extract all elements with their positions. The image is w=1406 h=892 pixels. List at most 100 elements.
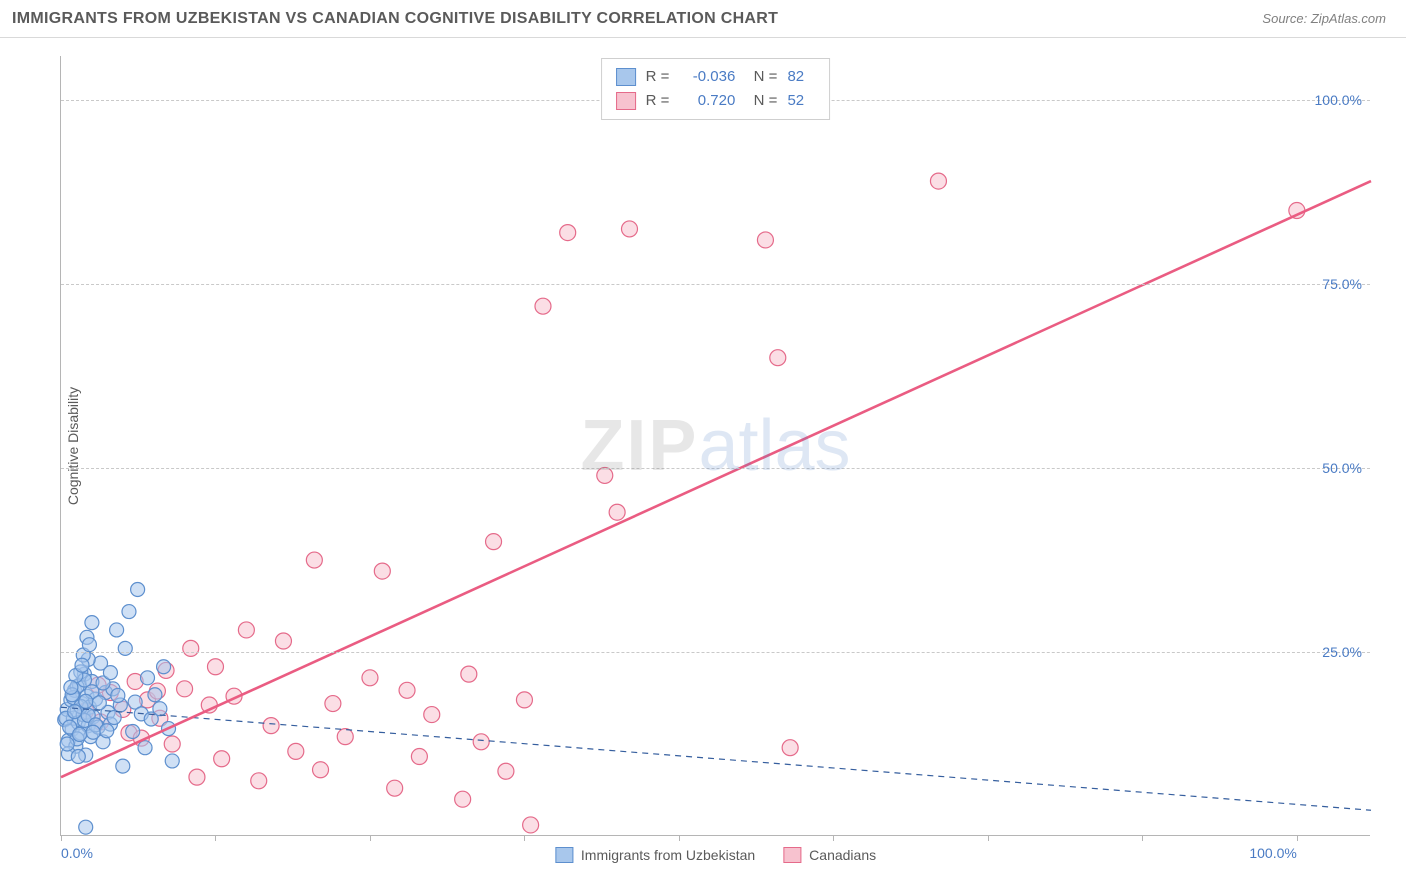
stats-swatch-0 [616, 68, 636, 86]
scatter-point-canadians [263, 718, 279, 734]
scatter-point-uzbekistan [60, 737, 74, 751]
scatter-point-uzbekistan [85, 616, 99, 630]
scatter-point-canadians [473, 734, 489, 750]
scatter-point-canadians [189, 769, 205, 785]
series-legend-item-1: Canadians [783, 847, 876, 863]
x-tick [524, 835, 525, 841]
stats-legend: R = -0.036 N = 82 R = 0.720 N = 52 [601, 58, 831, 120]
scatter-point-uzbekistan [100, 724, 114, 738]
scatter-point-canadians [387, 780, 403, 796]
scatter-point-canadians [621, 221, 637, 237]
chart-source: Source: ZipAtlas.com [1262, 11, 1386, 26]
scatter-point-uzbekistan [148, 688, 162, 702]
series-swatch-1 [783, 847, 801, 863]
series-label-0: Immigrants from Uzbekistan [581, 847, 755, 863]
scatter-point-uzbekistan [165, 754, 179, 768]
scatter-point-canadians [214, 751, 230, 767]
x-tick [833, 835, 834, 841]
x-tick [679, 835, 680, 841]
trend-line-canadians [61, 181, 1371, 777]
scatter-point-canadians [770, 350, 786, 366]
stats-row-0: R = -0.036 N = 82 [616, 65, 816, 89]
stats-swatch-1 [616, 92, 636, 110]
scatter-point-uzbekistan [138, 741, 152, 755]
plot-area: ZIPatlas R = -0.036 N = 82 R = 0.720 N =… [60, 56, 1370, 836]
scatter-point-uzbekistan [141, 671, 155, 685]
scatter-point-canadians [523, 817, 539, 833]
scatter-point-canadians [164, 736, 180, 752]
scatter-point-canadians [313, 762, 329, 778]
scatter-point-uzbekistan [86, 725, 100, 739]
x-tick [988, 835, 989, 841]
x-tick [370, 835, 371, 841]
series-legend: Immigrants from Uzbekistan Canadians [555, 847, 876, 863]
gridline-h [61, 284, 1370, 285]
scatter-point-uzbekistan [131, 582, 145, 596]
x-tick [61, 835, 62, 841]
trend-line-uzbekistan [61, 707, 1371, 810]
scatter-point-canadians [597, 467, 613, 483]
scatter-point-canadians [609, 504, 625, 520]
scatter-point-canadians [535, 298, 551, 314]
x-tick-label: 100.0% [1249, 845, 1296, 861]
gridline-h [61, 652, 1370, 653]
stats-n-value-0: 82 [787, 65, 815, 89]
scatter-point-uzbekistan [111, 688, 125, 702]
scatter-point-canadians [486, 534, 502, 550]
chart-header: IMMIGRANTS FROM UZBEKISTAN VS CANADIAN C… [0, 0, 1406, 38]
x-tick [1297, 835, 1298, 841]
scatter-point-canadians [306, 552, 322, 568]
scatter-point-canadians [207, 659, 223, 675]
scatter-point-canadians [177, 681, 193, 697]
y-tick-label: 75.0% [1322, 276, 1362, 292]
scatter-point-uzbekistan [64, 680, 78, 694]
scatter-point-uzbekistan [122, 605, 136, 619]
scatter-point-canadians [560, 225, 576, 241]
x-tick-label: 0.0% [61, 845, 93, 861]
scatter-point-canadians [251, 773, 267, 789]
scatter-point-uzbekistan [126, 725, 140, 739]
scatter-point-uzbekistan [157, 660, 171, 674]
scatter-point-uzbekistan [107, 711, 121, 725]
scatter-point-uzbekistan [73, 727, 87, 741]
scatter-point-uzbekistan [103, 666, 117, 680]
stats-row-1: R = 0.720 N = 52 [616, 89, 816, 113]
scatter-point-uzbekistan [82, 638, 96, 652]
scatter-point-canadians [362, 670, 378, 686]
stats-r-value-1: 0.720 [679, 89, 735, 113]
series-legend-item-0: Immigrants from Uzbekistan [555, 847, 755, 863]
scatter-point-canadians [374, 563, 390, 579]
scatter-point-canadians [288, 743, 304, 759]
stats-r-label-1: R = [646, 89, 670, 113]
scatter-point-canadians [424, 707, 440, 723]
scatter-point-canadians [757, 232, 773, 248]
gridline-h [61, 468, 1370, 469]
scatter-point-uzbekistan [79, 694, 93, 708]
stats-n-label-1: N = [745, 89, 777, 113]
scatter-point-canadians [238, 622, 254, 638]
scatter-point-canadians [183, 640, 199, 656]
scatter-svg [61, 56, 1370, 835]
scatter-point-uzbekistan [92, 696, 106, 710]
scatter-point-uzbekistan [116, 759, 130, 773]
series-swatch-0 [555, 847, 573, 863]
scatter-point-canadians [498, 763, 514, 779]
scatter-point-uzbekistan [118, 641, 132, 655]
scatter-point-canadians [782, 740, 798, 756]
scatter-point-uzbekistan [110, 623, 124, 637]
scatter-point-canadians [516, 692, 532, 708]
scatter-point-canadians [275, 633, 291, 649]
source-prefix: Source: [1262, 11, 1307, 26]
stats-n-label-0: N = [745, 65, 777, 89]
y-tick-label: 100.0% [1315, 92, 1362, 108]
scatter-point-canadians [455, 791, 471, 807]
stats-r-value-0: -0.036 [679, 65, 735, 89]
scatter-point-canadians [325, 696, 341, 712]
scatter-point-canadians [411, 749, 427, 765]
scatter-point-uzbekistan [71, 750, 85, 764]
x-tick [215, 835, 216, 841]
scatter-point-uzbekistan [153, 702, 167, 716]
stats-n-value-1: 52 [787, 89, 815, 113]
scatter-point-canadians [337, 729, 353, 745]
y-tick-label: 25.0% [1322, 644, 1362, 660]
